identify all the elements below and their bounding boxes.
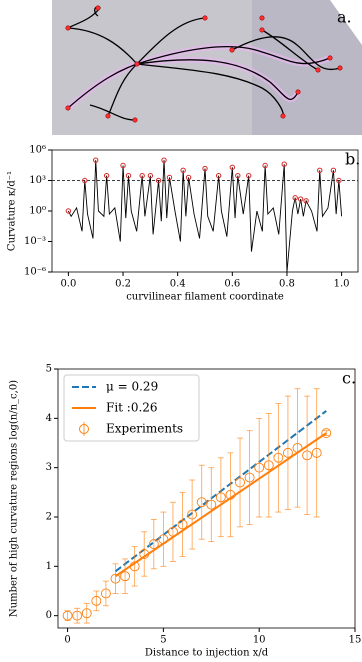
x-tick-label: 0.4	[170, 279, 186, 290]
x-tick-label: 0.2	[115, 279, 131, 290]
curve	[68, 160, 341, 272]
x-tick-label: 0.0	[60, 279, 76, 290]
x-tick-label: 1.0	[334, 279, 350, 290]
y-tick-label: 10³	[29, 175, 46, 186]
x-tick-label: 15	[349, 635, 362, 646]
y-tick-label: 10⁻³	[24, 236, 46, 247]
y-tick-label: 5	[46, 364, 52, 375]
y-tick-label: 1	[46, 561, 52, 572]
x-tick-label: 0.8	[279, 279, 295, 290]
figure: a. 0.0 0.2 0.4 0.6 0.8 1.0 10⁻⁶ 10⁻³ 10⁰ 10³ 10⁶ cu…	[0, 0, 362, 662]
panel-label: b.	[345, 150, 360, 169]
y-tick-label: 4	[46, 413, 52, 424]
y-tick-label: 10⁶	[29, 145, 46, 156]
image-region	[52, 0, 252, 135]
x-axis-label: curvilinear filament coordinate	[126, 292, 284, 303]
x-tick-label: 5	[160, 635, 166, 646]
x-tick-label: 0	[64, 635, 70, 646]
legend-label: μ = 0.29	[106, 380, 158, 394]
y-tick-label: 0	[46, 610, 52, 621]
legend-label: Experiments	[106, 422, 183, 436]
y-tick-label: 2	[46, 512, 52, 523]
y-tick-label: 3	[46, 462, 52, 473]
panel-a-image: a.	[52, 0, 362, 135]
legend-label: Fit :0.26	[106, 401, 158, 415]
y-tick-label: 10⁰	[29, 206, 46, 217]
axes-frame	[52, 150, 358, 272]
x-axis-label: Distance to injection x/d	[145, 648, 269, 659]
y-axis-label: Curvature κ/d⁻¹	[7, 171, 18, 251]
y-axis-label: Number of high curvature regions log(n/n…	[9, 380, 20, 617]
x-tick-label: 0.6	[224, 279, 240, 290]
y-tick-label: 10⁻⁶	[24, 267, 46, 278]
x-tick-label: 10	[253, 635, 266, 646]
panel-label: a.	[337, 8, 352, 27]
panel-label: c.	[342, 369, 356, 388]
plot-area	[52, 160, 358, 272]
